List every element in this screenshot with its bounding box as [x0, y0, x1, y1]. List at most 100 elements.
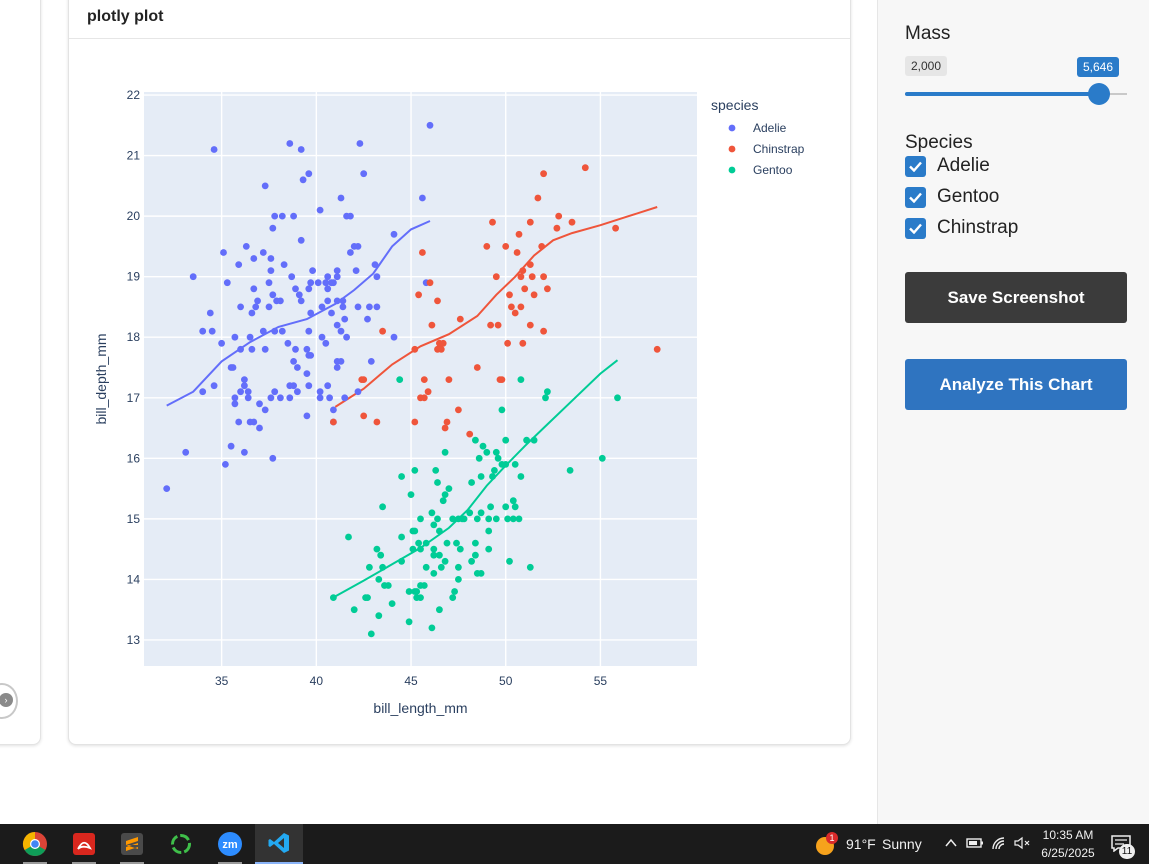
wifi-icon[interactable] — [991, 836, 1007, 855]
data-point-gentoo — [430, 545, 438, 553]
data-point-chinstrap — [502, 243, 510, 250]
legend-marker — [728, 124, 736, 132]
data-point-adelie — [256, 400, 263, 408]
data-point-adelie — [324, 382, 332, 390]
data-point-adelie — [208, 327, 216, 335]
data-point-gentoo — [430, 570, 438, 577]
data-point-adelie — [324, 297, 332, 305]
y-tick-label: 19 — [127, 270, 141, 284]
data-point-chinstrap — [441, 424, 449, 432]
data-point-gentoo — [430, 551, 438, 559]
scatter-chart[interactable]: 35 40 45 50 55 13 14 15 16 17 18 19 20 21 22 bill_lengt… — [68, 40, 828, 730]
data-point-adelie — [295, 291, 303, 299]
data-point-adelie — [371, 261, 379, 268]
data-point-gentoo — [373, 545, 381, 553]
analyze-chart-button[interactable]: Analyze This Chart — [905, 359, 1127, 410]
data-point-adelie — [199, 388, 207, 396]
legend-label: Adelie — [753, 121, 787, 135]
data-point-gentoo — [530, 436, 538, 444]
data-point-gentoo — [475, 454, 483, 462]
data-point-chinstrap — [434, 297, 441, 305]
data-point-gentoo — [364, 594, 371, 601]
data-point-gentoo — [436, 606, 443, 614]
data-point-chinstrap — [612, 224, 619, 232]
data-point-adelie — [284, 339, 292, 347]
data-point-adelie — [419, 194, 426, 202]
weather-sun-icon[interactable]: 1 — [815, 832, 838, 855]
speaker-muted-icon[interactable] — [1013, 836, 1031, 855]
data-point-adelie — [333, 297, 341, 305]
data-point-adelie — [330, 406, 337, 414]
data-point-adelie — [339, 303, 347, 311]
mass-slider-handle[interactable] — [1088, 83, 1111, 105]
data-point-gentoo — [487, 503, 494, 511]
plot-card-title: plotly plot — [87, 8, 164, 25]
data-point-chinstrap — [419, 249, 426, 256]
mass-slider[interactable] — [905, 83, 1127, 105]
zoom-icon[interactable]: zm — [206, 824, 254, 864]
vscode-icon[interactable] — [255, 824, 303, 864]
data-point-chinstrap — [517, 273, 525, 281]
data-point-gentoo — [453, 539, 460, 547]
data-point-gentoo — [456, 545, 464, 553]
data-point-gentoo — [492, 448, 500, 456]
data-point-adelie — [278, 327, 286, 335]
legend-title: species — [711, 97, 758, 113]
data-point-adelie — [248, 309, 256, 317]
data-point-chinstrap — [411, 345, 419, 353]
data-point-gentoo — [506, 557, 513, 565]
data-point-gentoo — [566, 467, 574, 474]
chevron-up-icon[interactable] — [944, 836, 958, 855]
data-point-gentoo — [511, 503, 519, 511]
y-tick-label: 15 — [127, 512, 141, 526]
y-tick-label: 17 — [127, 391, 141, 405]
data-point-gentoo — [468, 557, 475, 565]
checkbox-checked-icon[interactable] — [905, 217, 926, 239]
clock-time[interactable]: 10:35 AM — [1042, 828, 1094, 842]
checkbox-gentoo[interactable]: Gentoo — [905, 185, 999, 209]
data-point-adelie — [267, 394, 275, 402]
checkbox-checked-icon[interactable] — [905, 155, 926, 177]
data-point-adelie — [210, 382, 218, 390]
checkbox-checked-icon[interactable] — [905, 186, 926, 208]
data-point-chinstrap — [492, 273, 500, 281]
data-point-gentoo — [477, 509, 485, 517]
sync-icon[interactable] — [157, 824, 205, 864]
chrome-icon[interactable] — [11, 824, 59, 864]
data-point-chinstrap — [360, 412, 368, 420]
data-point-adelie — [324, 273, 332, 281]
weather-temp[interactable]: 91°F — [846, 836, 876, 852]
data-point-adelie — [339, 297, 347, 305]
data-point-chinstrap — [526, 218, 534, 226]
acrobat-icon[interactable] — [60, 824, 108, 864]
data-point-adelie — [305, 327, 313, 335]
notification-icon[interactable]: 11 — [1110, 834, 1138, 859]
data-point-gentoo — [411, 527, 419, 535]
legend-marker — [728, 166, 736, 174]
data-point-chinstrap — [581, 164, 589, 172]
data-point-adelie — [303, 345, 311, 353]
data-point-chinstrap — [568, 218, 576, 226]
clock-date[interactable]: 6/25/2025 — [1041, 846, 1095, 860]
data-point-adelie — [199, 327, 207, 335]
data-point-adelie — [223, 279, 231, 287]
weather-desc[interactable]: Sunny — [882, 836, 922, 852]
save-screenshot-button[interactable]: Save Screenshot — [905, 272, 1127, 323]
checkbox-chinstrap[interactable]: Chinstrap — [905, 216, 1018, 240]
data-point-chinstrap — [443, 418, 451, 426]
data-point-gentoo — [515, 515, 523, 523]
battery-icon[interactable] — [966, 836, 984, 855]
data-point-adelie — [231, 400, 239, 408]
data-point-adelie — [235, 418, 243, 426]
checkbox-adelie[interactable]: Adelie — [905, 154, 990, 178]
data-point-chinstrap — [517, 303, 525, 311]
data-point-adelie — [305, 382, 313, 390]
sublime-icon[interactable] — [108, 824, 156, 864]
data-point-gentoo — [420, 582, 428, 589]
plot-card-header: plotly plot — [69, 0, 850, 39]
data-point-chinstrap — [526, 321, 534, 329]
data-point-adelie — [286, 140, 294, 147]
data-point-gentoo — [455, 563, 462, 571]
data-point-adelie — [261, 345, 269, 353]
data-point-gentoo — [460, 515, 468, 523]
